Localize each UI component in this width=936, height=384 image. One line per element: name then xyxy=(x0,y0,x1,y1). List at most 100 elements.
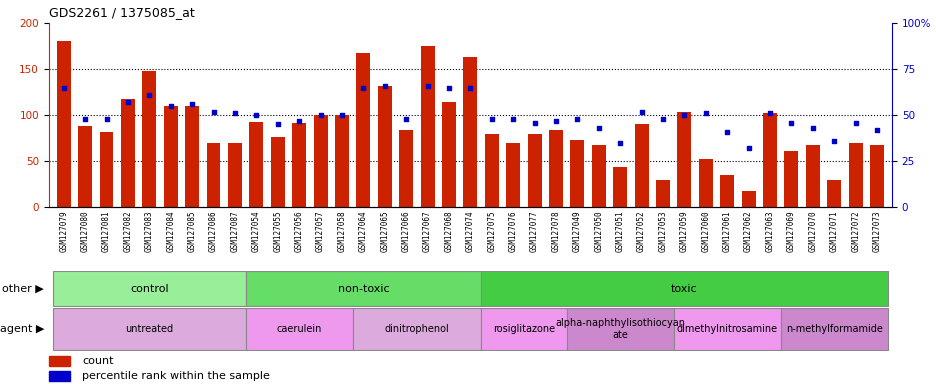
Point xyxy=(141,92,156,98)
Text: GSM127055: GSM127055 xyxy=(273,210,282,252)
Point xyxy=(419,83,434,89)
Text: GSM127082: GSM127082 xyxy=(124,210,132,252)
Bar xyxy=(314,115,328,207)
Text: GSM127073: GSM127073 xyxy=(871,210,881,252)
Bar xyxy=(245,308,352,351)
Text: GSM127066: GSM127066 xyxy=(402,210,410,252)
Bar xyxy=(377,86,391,207)
Point xyxy=(634,108,649,114)
Bar xyxy=(612,167,626,207)
Text: non-toxic: non-toxic xyxy=(337,284,388,294)
Point xyxy=(505,116,520,122)
Text: GSM127068: GSM127068 xyxy=(444,210,453,252)
Point xyxy=(99,116,114,122)
Bar xyxy=(399,130,413,207)
Bar xyxy=(53,308,245,351)
Text: GSM127062: GSM127062 xyxy=(743,210,753,252)
Bar xyxy=(49,371,69,381)
Text: GSM127052: GSM127052 xyxy=(636,210,646,252)
Point xyxy=(676,112,691,118)
Text: GSM127058: GSM127058 xyxy=(337,210,346,252)
Text: GSM127083: GSM127083 xyxy=(145,210,154,252)
Bar xyxy=(548,130,563,207)
Text: GSM127076: GSM127076 xyxy=(508,210,517,252)
Point xyxy=(163,103,178,109)
Bar xyxy=(292,122,306,207)
Bar xyxy=(480,308,566,351)
Point xyxy=(398,116,413,122)
Bar xyxy=(780,308,886,351)
Point xyxy=(740,145,755,151)
Text: GSM127051: GSM127051 xyxy=(615,210,624,252)
Point xyxy=(719,129,734,135)
Text: GSM127060: GSM127060 xyxy=(700,210,709,252)
Text: GSM127074: GSM127074 xyxy=(465,210,475,252)
Text: GSM127084: GSM127084 xyxy=(166,210,175,252)
Text: control: control xyxy=(130,284,168,294)
Text: GSM127059: GSM127059 xyxy=(680,210,688,252)
Bar xyxy=(480,271,886,306)
Text: GDS2261 / 1375085_at: GDS2261 / 1375085_at xyxy=(49,6,195,19)
Point xyxy=(249,112,264,118)
Point xyxy=(569,116,584,122)
Point xyxy=(227,110,242,116)
Bar xyxy=(826,180,841,207)
Bar xyxy=(848,143,862,207)
Bar xyxy=(805,145,819,207)
Bar xyxy=(566,308,673,351)
Point xyxy=(612,140,627,146)
Point xyxy=(184,101,199,107)
Text: GSM127050: GSM127050 xyxy=(593,210,603,252)
Bar xyxy=(121,99,135,207)
Point xyxy=(826,138,841,144)
Bar xyxy=(352,308,480,351)
Point xyxy=(869,127,884,133)
Point xyxy=(762,110,777,116)
Point xyxy=(804,125,819,131)
Text: alpha-naphthylisothiocyan
ate: alpha-naphthylisothiocyan ate xyxy=(555,318,684,340)
Bar xyxy=(206,143,220,207)
Text: GSM127079: GSM127079 xyxy=(59,210,68,252)
Text: GSM127080: GSM127080 xyxy=(80,210,90,252)
Point xyxy=(121,99,136,105)
Point xyxy=(377,83,392,89)
Point xyxy=(697,110,712,116)
Text: GSM127056: GSM127056 xyxy=(294,210,303,252)
Bar xyxy=(335,115,348,207)
Point xyxy=(313,112,328,118)
Bar xyxy=(53,271,245,306)
Bar xyxy=(271,137,285,207)
Bar xyxy=(185,106,198,207)
Text: GSM127081: GSM127081 xyxy=(102,210,110,252)
Text: GSM127069: GSM127069 xyxy=(786,210,795,252)
Text: GSM127075: GSM127075 xyxy=(487,210,496,252)
Text: untreated: untreated xyxy=(125,324,173,334)
Text: other ▶: other ▶ xyxy=(2,284,44,294)
Bar xyxy=(420,46,434,207)
Point xyxy=(356,84,371,91)
Text: count: count xyxy=(82,356,114,366)
Bar xyxy=(57,41,70,207)
Point xyxy=(334,112,349,118)
Bar xyxy=(505,143,519,207)
Text: GSM127063: GSM127063 xyxy=(765,210,774,252)
Text: GSM127061: GSM127061 xyxy=(722,210,731,252)
Bar xyxy=(655,180,669,207)
Text: agent ▶: agent ▶ xyxy=(0,324,44,334)
Bar xyxy=(164,106,178,207)
Point xyxy=(78,116,93,122)
Text: GSM127049: GSM127049 xyxy=(572,210,581,252)
Bar xyxy=(442,102,456,207)
Bar xyxy=(527,134,541,207)
Bar xyxy=(463,57,476,207)
Text: GSM127053: GSM127053 xyxy=(658,210,666,252)
Point xyxy=(655,116,670,122)
Text: GSM127070: GSM127070 xyxy=(808,210,816,252)
Bar xyxy=(677,113,691,207)
Bar xyxy=(484,134,498,207)
Bar xyxy=(78,126,92,207)
Point xyxy=(206,108,221,114)
Bar xyxy=(356,53,370,207)
Text: GSM127057: GSM127057 xyxy=(315,210,325,252)
Text: GSM127072: GSM127072 xyxy=(850,210,859,252)
